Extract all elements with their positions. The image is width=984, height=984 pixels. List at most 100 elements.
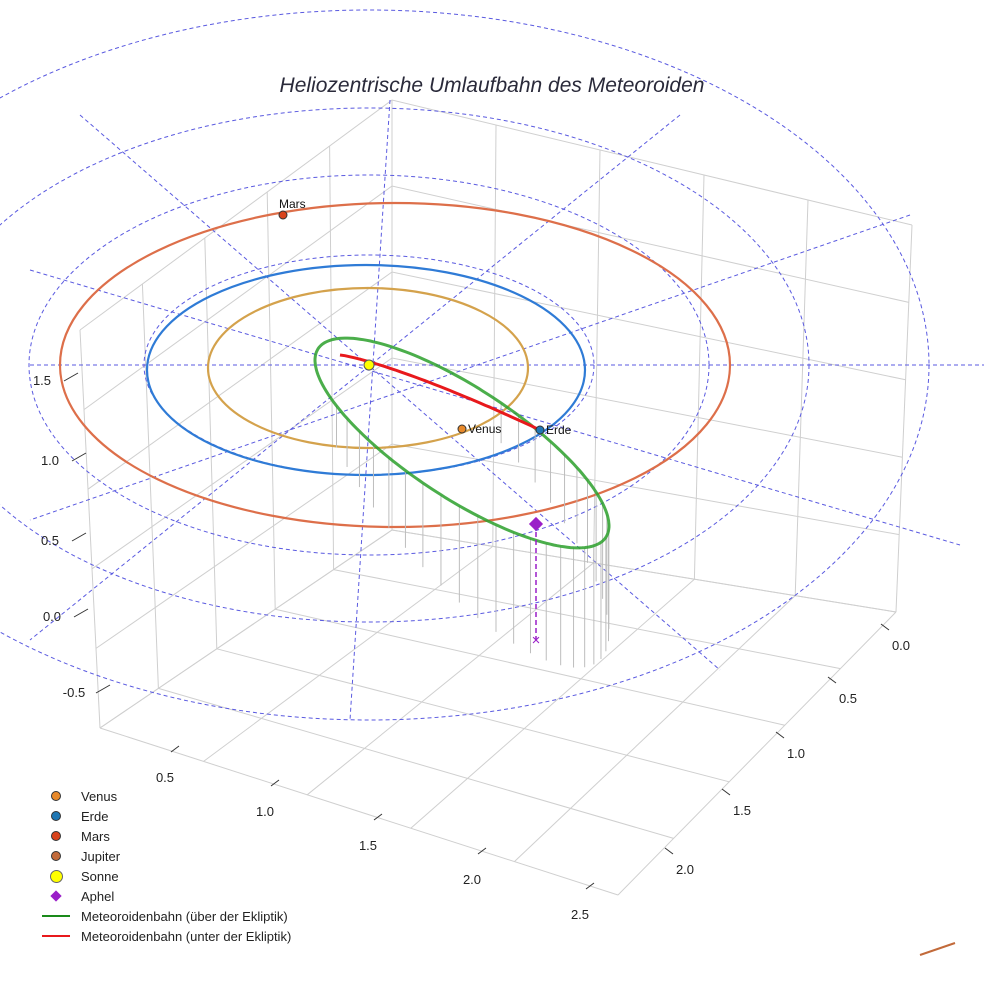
legend-label: Venus bbox=[81, 788, 118, 804]
legend-symbol bbox=[40, 926, 72, 946]
x-tick-mark bbox=[585, 882, 595, 890]
z-tick-mark bbox=[73, 608, 89, 618]
z-tick-label: 0.0 bbox=[43, 609, 61, 624]
floor-grid-line bbox=[275, 608, 785, 726]
y-tick-label: 1.5 bbox=[733, 803, 751, 818]
legend-item[interactable]: Jupiter bbox=[40, 846, 291, 866]
legend-item[interactable]: Sonne bbox=[40, 866, 291, 886]
ecliptic-ref-line bbox=[79, 114, 721, 671]
aphel-marker bbox=[528, 516, 544, 532]
floor-grid-line bbox=[216, 648, 730, 783]
wall-grid-line bbox=[895, 224, 913, 613]
legend-item[interactable]: Mars bbox=[40, 826, 291, 846]
planet-orbit bbox=[58, 201, 732, 529]
legend-symbol bbox=[40, 786, 72, 806]
wall-grid-line bbox=[593, 149, 601, 563]
floor-grid-line bbox=[158, 687, 674, 839]
legend-label: Jupiter bbox=[81, 848, 121, 864]
x-tick-mark bbox=[270, 779, 280, 787]
sonne-marker bbox=[363, 359, 375, 371]
meteoroid-drop-lines bbox=[335, 403, 610, 668]
legend-label: Meteoroidenbahn (über der Ekliptik) bbox=[81, 908, 288, 924]
y-tick-mark bbox=[827, 676, 837, 684]
legend-symbol bbox=[40, 826, 72, 846]
ecliptic-ref-line bbox=[349, 99, 391, 721]
meteoroid-orbit-above bbox=[313, 336, 611, 550]
legend-symbol bbox=[40, 866, 72, 886]
legend-item[interactable]: Meteoroidenbahn (über der Ekliptik) bbox=[40, 906, 291, 926]
mars-marker bbox=[278, 210, 288, 220]
y-tick-mark bbox=[721, 788, 731, 796]
legend-symbol bbox=[40, 806, 72, 826]
legend-symbol bbox=[40, 886, 72, 906]
floor-grid-line bbox=[617, 611, 897, 896]
chart-title: Heliozentrische Umlaufbahn des Meteoroid… bbox=[279, 74, 705, 97]
wall-grid-line bbox=[329, 145, 335, 570]
floor-grid-line bbox=[410, 578, 695, 829]
erde-marker bbox=[535, 425, 545, 435]
legend-label: Meteoroidenbahn (unter der Ekliptik) bbox=[81, 928, 292, 944]
ecliptic-ref-line bbox=[29, 214, 911, 521]
z-tick-label: 1.0 bbox=[41, 453, 59, 468]
z-tick-mark bbox=[63, 372, 79, 382]
ecliptic-reference bbox=[0, 9, 984, 721]
z-tick-mark bbox=[71, 532, 87, 542]
aphel-projection-mark: × bbox=[532, 632, 541, 649]
wall-grid-line bbox=[693, 174, 705, 580]
y-tick-mark bbox=[664, 847, 674, 855]
planet-orbit bbox=[206, 286, 530, 450]
legend-label: Erde bbox=[81, 808, 109, 824]
z-tick-label: -0.5 bbox=[63, 685, 85, 700]
z-tick-mark bbox=[95, 684, 111, 694]
legend-item[interactable]: Venus bbox=[40, 786, 291, 806]
legend-item[interactable]: Erde bbox=[40, 806, 291, 826]
legend-item[interactable]: Meteoroidenbahn (unter der Ekliptik) bbox=[40, 926, 291, 946]
floor-grid-line bbox=[514, 595, 796, 862]
mars-label: Mars bbox=[279, 197, 306, 211]
floor-grid-line bbox=[333, 569, 841, 670]
y-tick-mark bbox=[880, 623, 890, 631]
y-tick-label: 1.0 bbox=[787, 746, 805, 761]
y-tick-label: 0.5 bbox=[839, 691, 857, 706]
erde-label: Erde bbox=[546, 423, 572, 437]
legend-label: Sonne bbox=[81, 868, 119, 884]
venus-label: Venus bbox=[468, 422, 501, 436]
floor-grid-line bbox=[203, 545, 494, 762]
ecliptic-ref-line bbox=[29, 269, 961, 546]
legend-symbol bbox=[40, 906, 72, 926]
z-tick-mark bbox=[71, 452, 87, 462]
y-tick-label: 0.0 bbox=[892, 638, 910, 653]
ecliptic-ref-line bbox=[29, 114, 681, 641]
x-tick-label: 1.0 bbox=[256, 804, 274, 819]
legend: Venus Erde Mars Jupiter Sonne Aphel Meteoroide… bbox=[40, 786, 291, 946]
planet-orbit bbox=[145, 263, 587, 477]
x-tick-label: 0.5 bbox=[156, 770, 174, 785]
wall-grid-line bbox=[141, 283, 159, 689]
wall-grid-line bbox=[266, 191, 276, 610]
x-tick-label: 1.5 bbox=[359, 838, 377, 853]
venus-marker bbox=[457, 424, 467, 434]
wall-grid-line bbox=[95, 443, 900, 649]
floor-grid-line bbox=[99, 727, 619, 896]
legend-label: Mars bbox=[81, 828, 110, 844]
wall-grid-line bbox=[794, 199, 809, 596]
legend-label: Aphel bbox=[81, 888, 115, 904]
box-grid bbox=[79, 99, 913, 896]
legend-item[interactable]: Aphel bbox=[40, 886, 291, 906]
floor-grid-line bbox=[306, 562, 594, 796]
x-tick-mark bbox=[170, 745, 180, 753]
x-tick-label: 2.5 bbox=[571, 907, 589, 922]
wall-grid-line bbox=[492, 124, 497, 547]
x-tick-mark bbox=[373, 813, 383, 821]
y-tick-mark bbox=[775, 731, 785, 739]
x-tick-mark bbox=[477, 847, 487, 855]
y-tick-label: 2.0 bbox=[676, 862, 694, 877]
z-tick-label: 0.5 bbox=[41, 533, 59, 548]
x-tick-label: 2.0 bbox=[463, 872, 481, 887]
jupiter-orbit-fragment bbox=[919, 942, 956, 956]
wall-grid-line bbox=[99, 529, 897, 729]
legend-symbol bbox=[40, 846, 72, 866]
z-tick-label: 1.5 bbox=[33, 373, 51, 388]
wall-grid-line bbox=[79, 329, 101, 729]
